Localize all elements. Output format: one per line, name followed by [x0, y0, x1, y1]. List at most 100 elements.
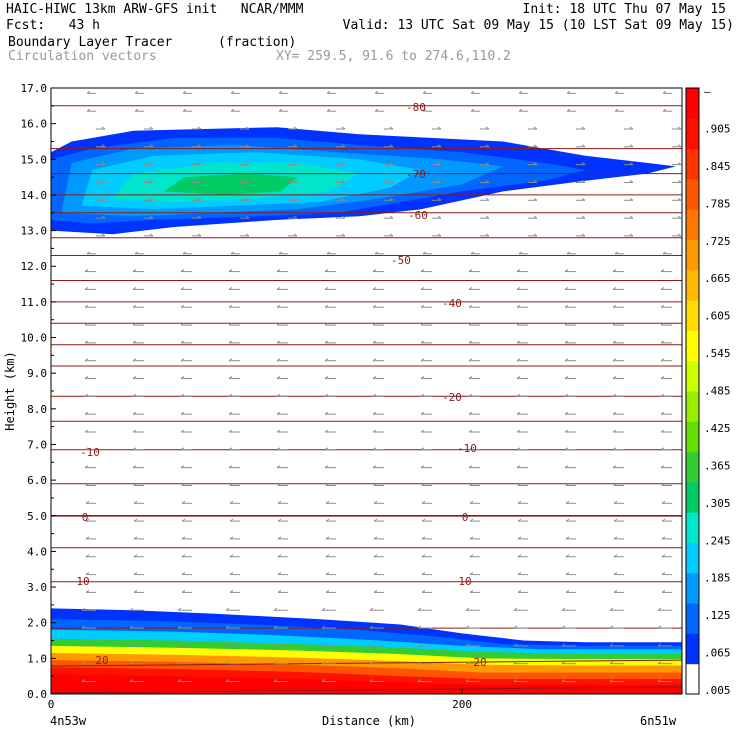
- circulation-vector: [277, 483, 288, 486]
- circulation-vector: [372, 286, 384, 290]
- field-units: (fraction): [218, 35, 297, 50]
- circulation-vector: [612, 429, 624, 433]
- circulation-vector: [276, 429, 288, 433]
- circulation-vector: [86, 108, 96, 112]
- circulation-vector: [468, 304, 480, 308]
- contour-label: -20: [442, 391, 462, 404]
- colorbar-label: .065: [704, 647, 731, 660]
- circulation-vector: [516, 393, 528, 397]
- circulation-vector: [422, 251, 432, 255]
- colorbar-label: .845: [704, 160, 731, 173]
- circulation-vector: [240, 126, 250, 130]
- lower-tracer-band-8: [51, 674, 682, 694]
- circulation-vector: [661, 500, 672, 504]
- cross-section-coords: XY= 259.5, 91.6 to 274.6,110.2: [276, 49, 511, 64]
- circulation-vector: [336, 197, 346, 201]
- colorbar-swatch: [686, 300, 699, 331]
- circulation-vector: [657, 661, 672, 665]
- x-right-endpoint: 6n51w: [640, 714, 677, 728]
- circulation-vector: [565, 572, 576, 576]
- circulation-vector: [132, 340, 144, 344]
- circulation-vector: [276, 340, 288, 344]
- circulation-vector: [273, 643, 288, 647]
- y-tick-label: 0.0: [27, 688, 47, 701]
- circulation-vector: [288, 126, 298, 130]
- circulation-vector: [564, 429, 576, 433]
- circulation-vector: [180, 376, 192, 380]
- circulation-vector: [422, 90, 432, 94]
- circulation-vector: [566, 251, 576, 255]
- colorbar-swatch: [686, 330, 699, 362]
- circulation-vector: [229, 554, 240, 558]
- circulation-vector: [374, 251, 384, 255]
- circulation-vector: [129, 643, 144, 647]
- circulation-vector: [85, 518, 96, 522]
- circulation-vector: [613, 572, 624, 576]
- circulation-vector: [277, 554, 288, 558]
- y-tick-label: 10.0: [21, 332, 48, 345]
- colorbar-swatch: [686, 421, 699, 453]
- y-tick-label: 1.0: [27, 652, 47, 665]
- circulation-vector: [229, 536, 240, 540]
- circulation-vector: [336, 144, 346, 148]
- circulation-vector: [468, 358, 480, 362]
- circulation-vector: [133, 554, 144, 558]
- circulation-vector: [228, 411, 240, 415]
- circulation-vector: [565, 500, 576, 504]
- circulation-vector: [517, 572, 528, 576]
- circulation-vector: [336, 126, 346, 130]
- circulation-vector: [468, 322, 480, 326]
- circulation-vector: [324, 393, 336, 397]
- circulation-vector: [276, 304, 288, 308]
- circulation-vector: [85, 554, 96, 558]
- circulation-vector: [432, 215, 442, 219]
- circulation-vector: [133, 500, 144, 504]
- circulation-vector: [81, 643, 96, 647]
- circulation-vector: [134, 108, 144, 112]
- circulation-vector: [421, 483, 432, 486]
- circulation-vector: [276, 393, 288, 397]
- circulation-vector: [516, 322, 528, 326]
- colorbar-frame: [685, 87, 700, 695]
- circulation-vector: [465, 679, 480, 683]
- circulation-vector: [672, 233, 682, 237]
- circulation-vector: [468, 465, 480, 469]
- contour-label: 0: [462, 511, 469, 524]
- circulation-vector: [576, 215, 586, 219]
- circulation-vector: [420, 393, 432, 397]
- circulation-vector: [325, 500, 336, 504]
- circulation-vector: [181, 572, 192, 576]
- circulation-vector: [469, 572, 480, 576]
- temperature-contour: [51, 686, 682, 694]
- circulation-vector: [609, 607, 624, 611]
- circulation-vector: [144, 233, 154, 237]
- circulation-vector: [660, 429, 672, 433]
- circulation-vector: [613, 554, 624, 558]
- contour-label: -60: [408, 209, 428, 222]
- circulation-vector: [516, 340, 528, 344]
- circulation-vector: [180, 358, 192, 362]
- circulation-vector: [96, 144, 106, 148]
- circulation-vector: [321, 679, 336, 683]
- circulation-vector: [129, 625, 144, 629]
- circulation-vector: [325, 483, 336, 486]
- colorbar-swatch: [686, 239, 699, 271]
- circulation-vector: [609, 679, 624, 683]
- contour-label: -80: [406, 101, 426, 114]
- circulation-vector: [177, 625, 192, 629]
- circulation-vector: [369, 625, 384, 629]
- circulation-vector: [84, 304, 96, 308]
- colorbar-label: .365: [704, 459, 731, 472]
- circulation-vector: [182, 90, 192, 94]
- circulation-vector: [96, 162, 106, 166]
- circulation-vector: [421, 500, 432, 504]
- circulation-vector: [144, 180, 154, 183]
- circulation-vector: [228, 393, 240, 397]
- circulation-vector: [662, 251, 672, 255]
- circulation-vector: [528, 126, 538, 130]
- circulation-vector: [180, 447, 192, 451]
- circulation-vector: [96, 215, 106, 219]
- circulation-vector: [372, 393, 384, 397]
- circulation-vector: [132, 322, 144, 326]
